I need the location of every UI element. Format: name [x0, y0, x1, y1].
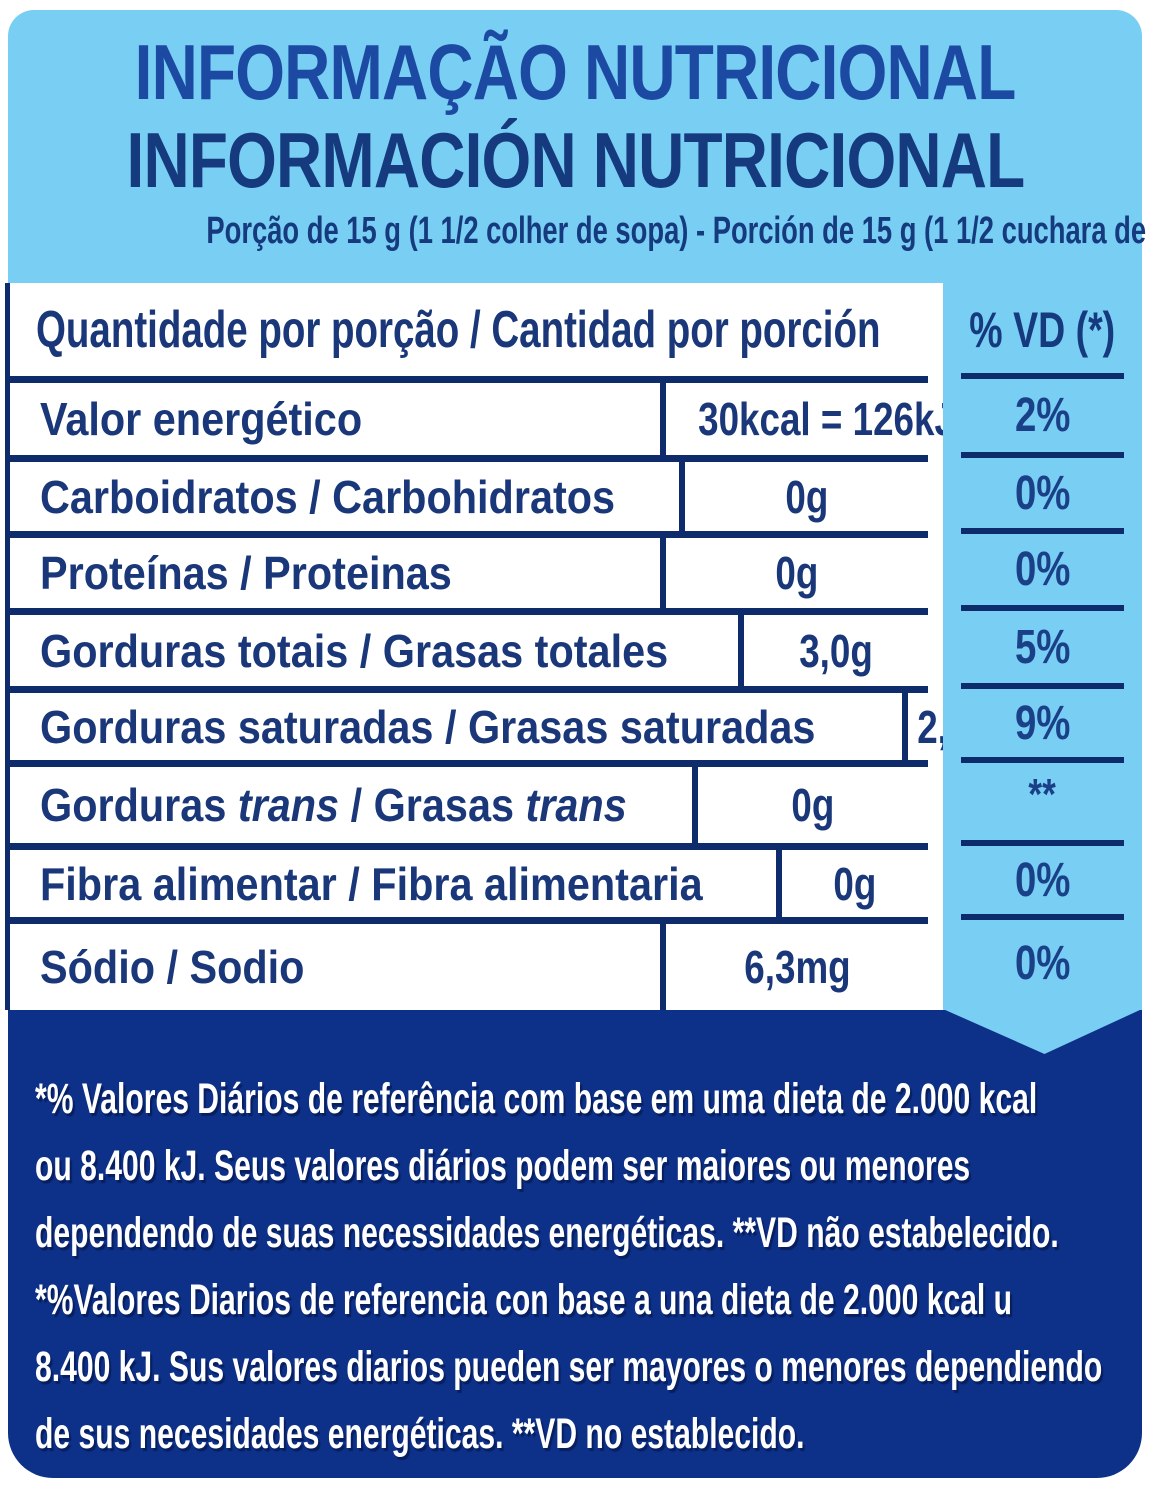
nutrient-value: 3,0g: [737, 615, 928, 686]
table-header-quantity: Quantidade por porção / Cantidad por por…: [10, 283, 928, 376]
nutrient-name: Gorduras totais / Grasas totales: [10, 615, 738, 686]
nutrient-name-text: Proteínas / Proteinas: [40, 547, 452, 599]
nutrient-name: Gorduras saturadas / Grasas saturadas: [10, 693, 902, 760]
table-row: Proteínas / Proteinas 0g: [10, 531, 928, 608]
footnote-text: de sus necesidades energéticas. **VD no …: [35, 1410, 805, 1458]
table-row: Sódio / Sodio 6,3mg: [10, 917, 928, 1010]
nutrient-value-text: 0g: [775, 547, 819, 599]
nutrient-name-text: Gorduras totais / Grasas totales: [40, 624, 669, 677]
table-row: Gorduras totais / Grasas totales 3,0g: [10, 608, 928, 686]
footnote-text: 8.400 kJ. Sus valores diarios pueden ser…: [35, 1343, 1103, 1391]
daily-value-cell: 2%: [943, 376, 1142, 458]
footnote-line: dependendo de suas necessidades energéti…: [35, 1200, 1122, 1267]
nutrient-name-text: Carboidratos / Carbohidratos: [40, 470, 616, 523]
nutrient-name-text: Sódio / Sodio: [40, 941, 305, 993]
name-part: / Grasas: [339, 779, 526, 831]
nutrient-value: 6,3mg: [660, 924, 928, 1010]
nutrient-name: Fibra alimentar / Fibra alimentaria: [10, 850, 776, 917]
daily-value-cell: 0%: [943, 843, 1142, 920]
daily-value-text: 5%: [1014, 620, 1071, 674]
nutrient-value: 30kcal = 126kJ: [660, 383, 987, 455]
table-row: Valor energético 30kcal = 126kJ: [10, 376, 955, 455]
nutrient-value-text: 0g: [791, 779, 835, 831]
nutrient-name: Gorduras trans / Grasas trans: [10, 767, 692, 843]
footnote-text: ou 8.400 kJ. Seus valores diários podem …: [35, 1142, 971, 1190]
footnote-line: *%Valores Diarios de referencia con base…: [35, 1267, 1122, 1334]
nutrient-value: 0g: [691, 767, 928, 843]
daily-value-cell: 0%: [943, 531, 1142, 611]
nutrient-name-text: Valor energético: [40, 393, 363, 445]
daily-value-cell: 9%: [943, 686, 1142, 763]
nutrient-value-text: 0g: [785, 470, 828, 523]
nutrient-value-text: 30kcal = 126kJ: [698, 393, 955, 445]
serving-size-line: Porção de 15 g (1 1/2 colher de sopa) - …: [8, 210, 1150, 253]
footnote-text: dependendo de suas necessidades energéti…: [35, 1209, 1059, 1257]
footnote-line: 8.400 kJ. Sus valores diarios pueden ser…: [35, 1334, 1122, 1401]
nutrient-name: Valor energético: [10, 383, 660, 455]
footnote-text: *% Valores Diários de referência com bas…: [35, 1075, 1038, 1123]
table-header-quantity-text: Quantidade por porção / Cantidad por por…: [36, 300, 881, 359]
table-row: Carboidratos / Carbohidratos 0g: [10, 455, 928, 531]
footnote-panel: *% Valores Diários de referência com bas…: [8, 1010, 1142, 1478]
daily-value-text: **: [1028, 770, 1057, 819]
nutrient-name-text: Fibra alimentar / Fibra alimentaria: [40, 857, 703, 910]
table-row: Fibra alimentar / Fibra alimentaria 0g: [10, 843, 928, 917]
daily-value-text: 9%: [1014, 696, 1071, 750]
title-spanish-text: INFORMACIÓN NUTRICIONAL: [126, 116, 1025, 204]
daily-value-cell: 5%: [943, 608, 1142, 689]
footnote-line: *% Valores Diários de referência com bas…: [35, 1066, 1122, 1133]
daily-value-column: % VD (*) 2% 0% 0% 5% 9% ** 0% 0%: [943, 283, 1142, 1010]
nutrient-value-text: 6,3mg: [743, 941, 851, 993]
nutrient-name-text: Gorduras trans / Grasas trans: [40, 778, 627, 832]
nutrient-value: 0g: [678, 462, 928, 531]
daily-value-text: 0%: [1014, 543, 1071, 596]
daily-value-text: 2%: [1014, 389, 1071, 442]
footnote-line: de sus necesidades energéticas. **VD no …: [35, 1401, 1122, 1468]
daily-value-cell: 0%: [943, 917, 1142, 1010]
title-portuguese-text: INFORMAÇÃO NUTRICIONAL: [134, 28, 1017, 116]
label-header: INFORMAÇÃO NUTRICIONAL INFORMACIÓN NUTRI…: [8, 10, 1150, 283]
nutrient-name: Carboidratos / Carbohidratos: [10, 462, 679, 531]
nutrient-value: 0g: [660, 538, 928, 608]
name-part-italic: trans: [525, 779, 627, 831]
table-row: Gorduras trans / Grasas trans 0g: [10, 760, 928, 843]
nutrient-name: Proteínas / Proteinas: [10, 538, 660, 608]
table-row: Gorduras saturadas / Grasas saturadas 2,…: [10, 686, 990, 760]
daily-value-cell: **: [943, 760, 1142, 846]
footnote-line: ou 8.400 kJ. Seus valores diários podem …: [35, 1133, 1122, 1200]
title-spanish: INFORMACIÓN NUTRICIONAL: [8, 116, 1142, 204]
name-part-italic: trans: [237, 779, 340, 831]
serving-size-text: Porção de 15 g (1 1/2 colher de sopa) - …: [206, 210, 1150, 252]
daily-value-header: % VD (*): [943, 283, 1142, 379]
title-portuguese: INFORMAÇÃO NUTRICIONAL: [8, 28, 1142, 116]
daily-value-header-text: % VD (*): [969, 301, 1116, 358]
nutrient-name-text: Gorduras saturadas / Grasas saturadas: [40, 700, 816, 753]
daily-value-cell: 0%: [943, 455, 1142, 534]
daily-value-text: 0%: [1014, 466, 1071, 520]
nutrient-value-text: 3,0g: [799, 624, 873, 677]
nutrient-name: Sódio / Sodio: [10, 924, 660, 1010]
footnote-text: *%Valores Diarios de referencia con base…: [35, 1276, 1013, 1324]
nutrient-value: 0g: [776, 850, 928, 917]
nutrient-value-text: 0g: [833, 857, 877, 910]
nutrition-table: Quantidade por porção / Cantidad por por…: [5, 283, 990, 1010]
daily-value-text: 0%: [1014, 937, 1071, 990]
daily-value-text: 0%: [1014, 853, 1071, 907]
name-part: Gorduras: [40, 779, 238, 831]
